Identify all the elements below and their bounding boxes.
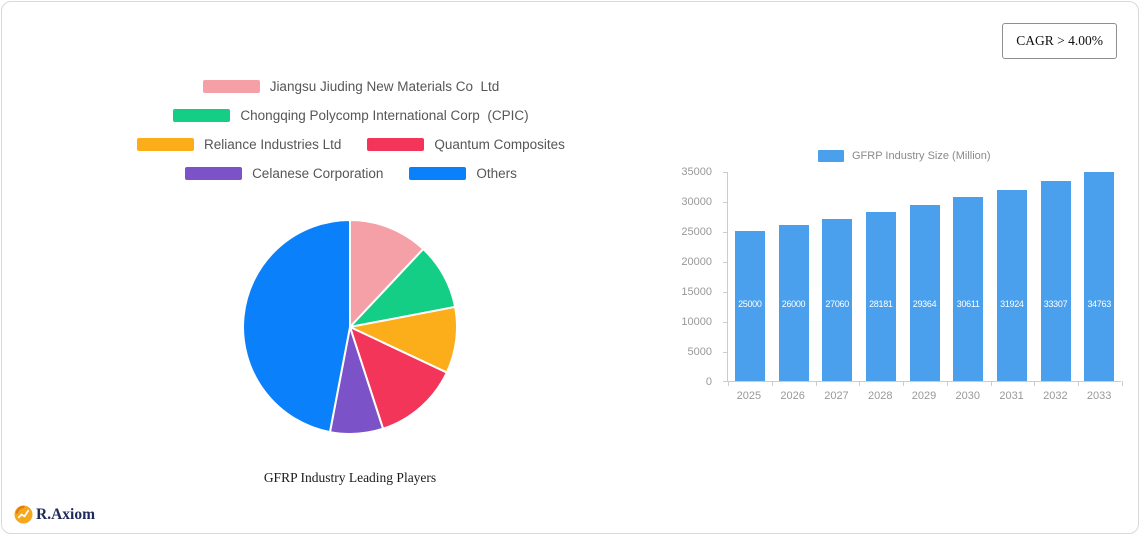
legend-label: Celanese Corporation — [252, 165, 384, 181]
y-axis-label: 0 — [705, 376, 712, 388]
bar-value-label: 30611 — [956, 299, 980, 309]
bar-value-label: 27060 — [825, 299, 849, 309]
x-axis-label: 2028 — [867, 390, 893, 402]
x-axis-tick — [1034, 381, 1036, 386]
bar: 33307 — [1040, 181, 1071, 381]
legend-label: Jiangsu Jiuding New Materials Co Ltd — [269, 78, 500, 94]
bar: 30611 — [953, 197, 984, 381]
bar-slot: 27060 — [815, 218, 859, 381]
y-axis-tick — [723, 381, 728, 382]
y-axis-tick — [723, 322, 728, 323]
bar-slot: 31924 — [990, 189, 1034, 381]
bar-plot: 25000 26000 27060 28181 29364 30611 31924 33307… — [723, 172, 1123, 386]
y-axis-label: 5000 — [687, 346, 712, 358]
legend-label: Others — [476, 165, 517, 181]
legend-swatch — [409, 166, 467, 180]
x-axis-label: 2031 — [999, 390, 1024, 402]
pie-title: GFRP Industry Leading Players — [263, 470, 437, 485]
bar-value-label: 25000 — [738, 299, 762, 309]
y-axis-label: 15000 — [681, 286, 712, 298]
pie-chart-svg — [242, 219, 458, 435]
pie-legend-item: Jiangsu Jiuding New Materials Co Ltd — [202, 78, 500, 94]
y-axis-tick — [723, 202, 728, 203]
bar-slot: 26000 — [772, 225, 816, 381]
y-axis: 0 5000 10000 15000 20000 25000 30000 35000 — [662, 166, 720, 388]
pie-legend-item: Chongqing Polycomp International Corp (C… — [173, 107, 529, 123]
brand-icon — [14, 505, 33, 524]
legend-swatch — [137, 137, 195, 151]
cagr-badge: CAGR > 4.00% — [1002, 23, 1117, 59]
x-axis-label: 2032 — [1043, 390, 1068, 402]
brand-logo: R.Axiom — [14, 505, 95, 524]
y-axis-tick — [723, 352, 728, 353]
bar-value-label: 26000 — [781, 299, 806, 309]
bar: 25000 — [734, 231, 765, 381]
legend-swatch — [818, 150, 844, 162]
pie-chart — [235, 212, 465, 442]
bar-slot: 34763 — [1077, 172, 1121, 381]
legend-label: Chongqing Polycomp International Corp (C… — [240, 107, 529, 123]
bar-series: 25000 26000 27060 28181 29364 30611 31924 33307… — [728, 172, 1121, 381]
pie-legend-item: Celanese Corporation — [185, 165, 383, 181]
pie-legend-item: Quantum Composites — [367, 136, 565, 152]
x-axis-label: 2027 — [824, 390, 849, 402]
brand-name: R.Axiom — [36, 505, 95, 523]
bar-value-label: 29364 — [912, 299, 937, 309]
bar-slot: 33307 — [1034, 181, 1078, 381]
bar: 34763 — [1084, 172, 1115, 381]
x-axis-label: 2026 — [780, 390, 805, 402]
pie-legend-item: Reliance Industries Ltd — [137, 136, 341, 152]
y-axis-label: 30000 — [681, 196, 712, 208]
x-axis-tick — [1122, 381, 1123, 386]
x-axis-tick — [1078, 381, 1080, 386]
legend-swatch — [173, 108, 231, 122]
bar: 31924 — [996, 189, 1027, 381]
y-axis-label: 35000 — [681, 166, 712, 178]
y-axis-label: 10000 — [681, 316, 712, 328]
bar-slot: 30611 — [946, 197, 990, 381]
pie-slice — [242, 219, 351, 434]
bar: 28181 — [865, 211, 896, 381]
bar-slot: 28181 — [859, 211, 903, 381]
x-axis-tick — [990, 381, 992, 386]
x-axis-label: 2029 — [911, 390, 937, 402]
bar: 27060 — [822, 218, 853, 381]
pie-slice — [349, 219, 425, 328]
bar-legend: GFRP Industry Size (Million) — [818, 150, 991, 162]
y-axis-tick — [723, 292, 728, 293]
bar-value-label: 31924 — [1000, 299, 1024, 309]
x-axis-tick — [728, 381, 729, 386]
x-axis-tick — [771, 381, 773, 386]
bar: 29364 — [909, 204, 940, 381]
x-axis-tick — [903, 381, 905, 386]
pie-legend: Jiangsu Jiuding New Materials Co Ltd Chon… — [61, 78, 641, 181]
pie-slice — [349, 326, 448, 430]
bar-legend-label: GFRP Industry Size (Million) — [852, 150, 991, 162]
x-axis-tick — [859, 381, 861, 386]
bar-value-label: 34763 — [1087, 299, 1111, 309]
bar-value-label: 33307 — [1043, 299, 1068, 309]
y-axis-label: 25000 — [681, 226, 712, 238]
legend-label: Quantum Composites — [434, 136, 565, 152]
y-axis-tick — [723, 262, 728, 263]
x-axis-label: 2025 — [736, 390, 762, 402]
bar-slot: 29364 — [903, 204, 947, 381]
legend-swatch — [367, 137, 425, 151]
y-axis-tick — [723, 232, 728, 233]
x-axis-tick — [815, 381, 817, 386]
legend-swatch — [202, 79, 260, 93]
bar-slot: 25000 — [728, 231, 772, 381]
x-axis: 2025 2026 2027 2028 2029 2030 2031 2032 2033 — [727, 390, 1121, 402]
x-axis-label: 2033 — [1086, 390, 1112, 402]
bar: 26000 — [778, 225, 809, 381]
x-axis-label: 2030 — [955, 390, 981, 402]
y-axis-label: 20000 — [681, 256, 712, 268]
y-axis-tick — [723, 172, 728, 173]
bar-value-label: 28181 — [869, 299, 893, 309]
legend-swatch — [185, 166, 243, 180]
pie-legend-item: Others — [409, 165, 517, 181]
x-axis-tick — [946, 381, 948, 386]
legend-label: Reliance Industries Ltd — [204, 136, 342, 152]
